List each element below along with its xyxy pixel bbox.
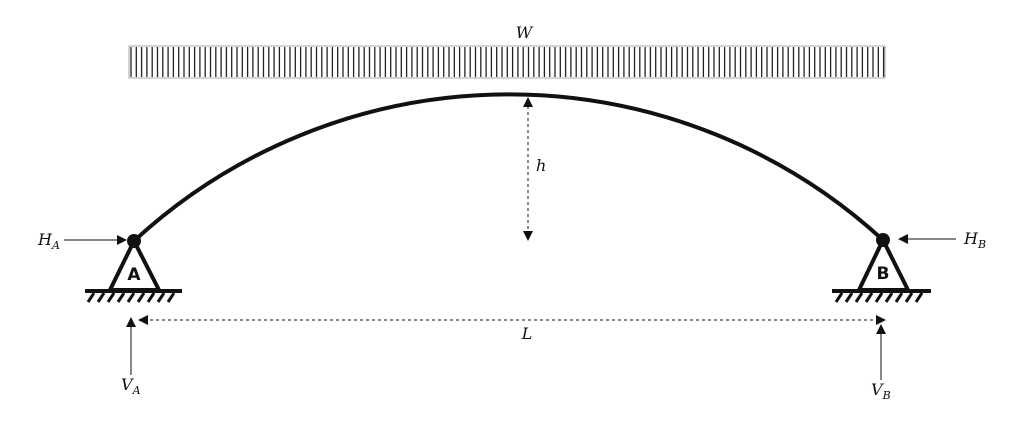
- ground-hatch: [854, 292, 864, 303]
- support-b-label: B: [877, 264, 890, 284]
- support-a: A: [85, 234, 182, 303]
- ground-hatch: [146, 292, 156, 303]
- ground-hatch: [844, 292, 854, 303]
- span-label: L: [521, 324, 533, 343]
- load-label: W: [516, 23, 534, 42]
- ground-hatch: [136, 292, 146, 303]
- ground-hatch: [884, 292, 894, 303]
- ground-hatch: [904, 292, 914, 303]
- ground-hatch: [106, 292, 116, 303]
- distributed-load: [128, 45, 886, 79]
- support-a-label: A: [127, 265, 141, 285]
- ground-hatch: [166, 292, 176, 303]
- ground-hatch: [914, 292, 924, 303]
- reaction-va-label: VA: [121, 375, 141, 397]
- ground-hatch: [86, 292, 96, 303]
- ground-hatch: [126, 292, 136, 303]
- hinge-b: [876, 233, 890, 247]
- ground-hatch: [834, 292, 844, 303]
- ground-hatch: [894, 292, 904, 303]
- hinge-a: [127, 234, 141, 248]
- arch: [132, 92, 885, 243]
- ground-hatch: [864, 292, 874, 303]
- rise-label: h: [536, 156, 546, 175]
- support-b: B: [832, 233, 931, 303]
- reaction-vb-label: VB: [871, 380, 891, 402]
- ground-hatch: [116, 292, 126, 303]
- reaction-hb-label: HB: [963, 229, 986, 251]
- ground-hatch: [874, 292, 884, 303]
- reaction-ha-label: HA: [37, 230, 60, 252]
- ground-hatch: [156, 292, 166, 303]
- load-hatching: [130, 47, 885, 77]
- ground-hatch: [96, 292, 106, 303]
